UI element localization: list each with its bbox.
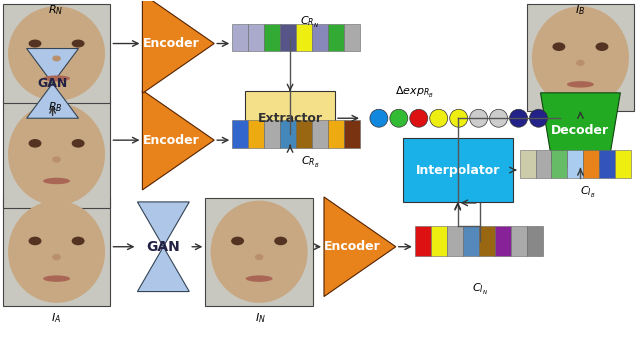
- Polygon shape: [142, 0, 214, 93]
- Bar: [520, 150, 536, 178]
- Ellipse shape: [29, 237, 42, 245]
- Text: $R_B$: $R_B$: [48, 100, 63, 114]
- Ellipse shape: [8, 103, 105, 205]
- FancyBboxPatch shape: [3, 100, 111, 208]
- Ellipse shape: [231, 237, 244, 245]
- Circle shape: [370, 109, 388, 127]
- Bar: [328, 120, 344, 148]
- Polygon shape: [541, 93, 620, 168]
- Text: Encoder: Encoder: [143, 134, 200, 147]
- Bar: [463, 226, 479, 256]
- Ellipse shape: [52, 156, 61, 163]
- Bar: [584, 150, 600, 178]
- Ellipse shape: [29, 39, 42, 47]
- Text: $C_{I_B}$: $C_{I_B}$: [580, 185, 595, 200]
- Bar: [552, 150, 568, 178]
- FancyBboxPatch shape: [3, 198, 111, 306]
- Bar: [328, 24, 344, 51]
- Bar: [615, 150, 631, 178]
- Bar: [415, 226, 431, 256]
- Ellipse shape: [8, 201, 105, 303]
- Circle shape: [490, 109, 508, 127]
- Ellipse shape: [596, 42, 609, 51]
- Text: $C_{I_N}$: $C_{I_N}$: [472, 281, 488, 297]
- Text: $C_{R_B}$: $C_{R_B}$: [301, 155, 319, 170]
- Bar: [511, 226, 527, 256]
- Bar: [232, 24, 248, 51]
- Bar: [600, 150, 615, 178]
- Bar: [431, 226, 447, 256]
- Bar: [495, 226, 511, 256]
- Ellipse shape: [52, 254, 61, 260]
- Ellipse shape: [552, 42, 565, 51]
- Text: GAN: GAN: [147, 240, 180, 254]
- Bar: [280, 120, 296, 148]
- Ellipse shape: [43, 275, 70, 282]
- Bar: [264, 24, 280, 51]
- Bar: [232, 120, 248, 148]
- Bar: [479, 226, 495, 256]
- Ellipse shape: [274, 237, 287, 245]
- Circle shape: [529, 109, 547, 127]
- Ellipse shape: [567, 81, 594, 88]
- Bar: [527, 226, 543, 256]
- Bar: [280, 24, 296, 51]
- Bar: [264, 120, 280, 148]
- Text: Encoder: Encoder: [143, 37, 200, 50]
- Bar: [403, 137, 513, 202]
- Bar: [296, 120, 312, 148]
- Text: $I_A$: $I_A$: [51, 312, 61, 325]
- Bar: [245, 91, 335, 146]
- Ellipse shape: [576, 60, 585, 66]
- Ellipse shape: [72, 139, 84, 148]
- Text: $R_N$: $R_N$: [48, 4, 63, 18]
- Text: $I_B$: $I_B$: [575, 4, 586, 18]
- Text: Decoder: Decoder: [552, 124, 609, 137]
- Ellipse shape: [8, 6, 105, 101]
- Bar: [312, 120, 328, 148]
- Bar: [312, 24, 328, 51]
- Bar: [447, 226, 463, 256]
- Text: Encoder: Encoder: [324, 240, 381, 253]
- Bar: [296, 24, 312, 51]
- Text: Interpolator: Interpolator: [415, 164, 500, 177]
- Polygon shape: [138, 202, 189, 292]
- Polygon shape: [27, 48, 79, 118]
- FancyBboxPatch shape: [3, 4, 111, 103]
- Text: Extractor: Extractor: [257, 112, 323, 125]
- Polygon shape: [142, 90, 214, 190]
- FancyBboxPatch shape: [205, 198, 313, 306]
- Ellipse shape: [72, 237, 84, 245]
- Ellipse shape: [29, 139, 42, 148]
- Circle shape: [450, 109, 468, 127]
- Ellipse shape: [52, 56, 61, 61]
- Ellipse shape: [255, 254, 264, 260]
- Circle shape: [430, 109, 448, 127]
- Circle shape: [410, 109, 428, 127]
- Ellipse shape: [43, 178, 70, 184]
- Ellipse shape: [211, 201, 308, 303]
- Bar: [248, 24, 264, 51]
- Circle shape: [470, 109, 488, 127]
- Polygon shape: [324, 197, 396, 297]
- Circle shape: [509, 109, 527, 127]
- Bar: [536, 150, 552, 178]
- Text: GAN: GAN: [38, 77, 68, 90]
- FancyBboxPatch shape: [527, 4, 634, 111]
- Ellipse shape: [43, 75, 70, 81]
- Ellipse shape: [532, 6, 629, 108]
- Text: $C_{R_N}$: $C_{R_N}$: [301, 15, 319, 30]
- Ellipse shape: [72, 39, 84, 47]
- Text: $\Delta exp_{R_B}$: $\Delta exp_{R_B}$: [396, 85, 434, 100]
- Text: $I_N$: $I_N$: [255, 312, 266, 325]
- Bar: [248, 120, 264, 148]
- Ellipse shape: [246, 275, 273, 282]
- Bar: [568, 150, 584, 178]
- Circle shape: [390, 109, 408, 127]
- Bar: [344, 120, 360, 148]
- Bar: [344, 24, 360, 51]
